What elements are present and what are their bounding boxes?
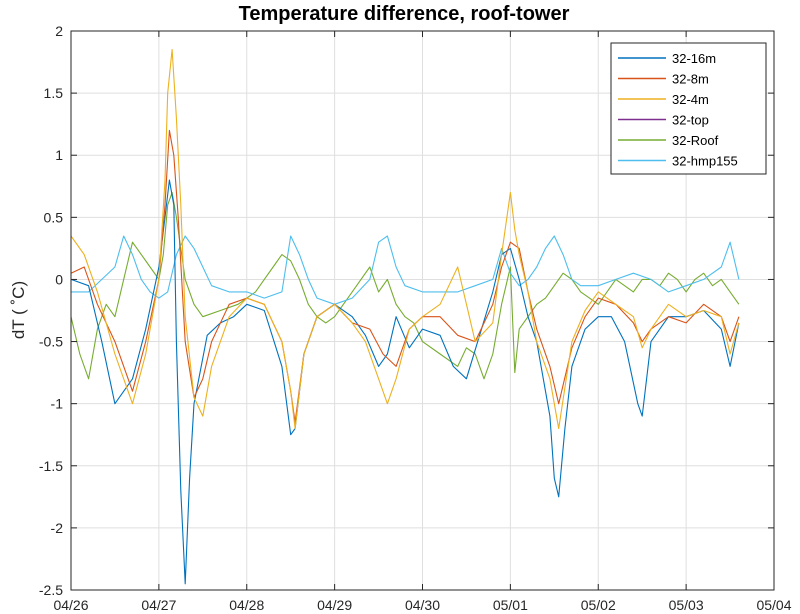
legend-label: 32-hmp155 <box>672 154 738 169</box>
y-axis-label: dT ( ˚C) <box>9 281 28 339</box>
x-tick-label: 04/26 <box>53 597 88 613</box>
y-tick-label: 0 <box>55 271 63 287</box>
legend-label: 32-8m <box>672 72 709 87</box>
x-tick-label: 04/27 <box>141 597 176 613</box>
y-tick-label: -0.5 <box>39 334 63 350</box>
y-tick-label: -1.5 <box>39 458 63 474</box>
series-line-32-8m <box>70 129 740 423</box>
y-tick-label: 1 <box>55 147 63 163</box>
y-tick-label: -1 <box>51 396 64 412</box>
series-line-32-Roof <box>70 191 740 380</box>
legend-box <box>610 42 767 175</box>
legend-label: 32-4m <box>672 92 709 107</box>
x-tick-label: 05/04 <box>756 597 791 613</box>
series-line-32-4m <box>70 49 740 430</box>
y-tick-label: -2 <box>51 520 64 536</box>
legend-label: 32-Roof <box>672 133 719 148</box>
x-tick-label: 04/30 <box>405 597 440 613</box>
legend-label: 32-16m <box>672 51 716 66</box>
x-tick-label: 04/28 <box>229 597 264 613</box>
y-tick-label: -2.5 <box>39 582 63 598</box>
x-tick-label: 05/01 <box>493 597 528 613</box>
legend: 32-16m 32-8m 32-4m 32-top 32-Roof 32-hmp155 <box>610 42 767 175</box>
x-tick-label: 05/02 <box>581 597 616 613</box>
y-tick-label: 1.5 <box>44 85 64 101</box>
axis-ticks: 04/26 04/27 04/28 04/29 04/30 05/01 05/02 05/03… <box>39 23 792 613</box>
y-tick-label: 0.5 <box>44 209 64 225</box>
plot-lines <box>70 49 740 585</box>
chart-title: Temperature difference, roof-tower <box>239 3 570 25</box>
legend-label: 32-top <box>672 113 709 128</box>
series-line-32-hmp155 <box>71 235 740 305</box>
x-tick-label: 04/29 <box>317 597 352 613</box>
series-line-32-16m <box>70 179 740 585</box>
x-tick-label: 05/03 <box>669 597 704 613</box>
y-tick-label: 2 <box>55 23 63 39</box>
